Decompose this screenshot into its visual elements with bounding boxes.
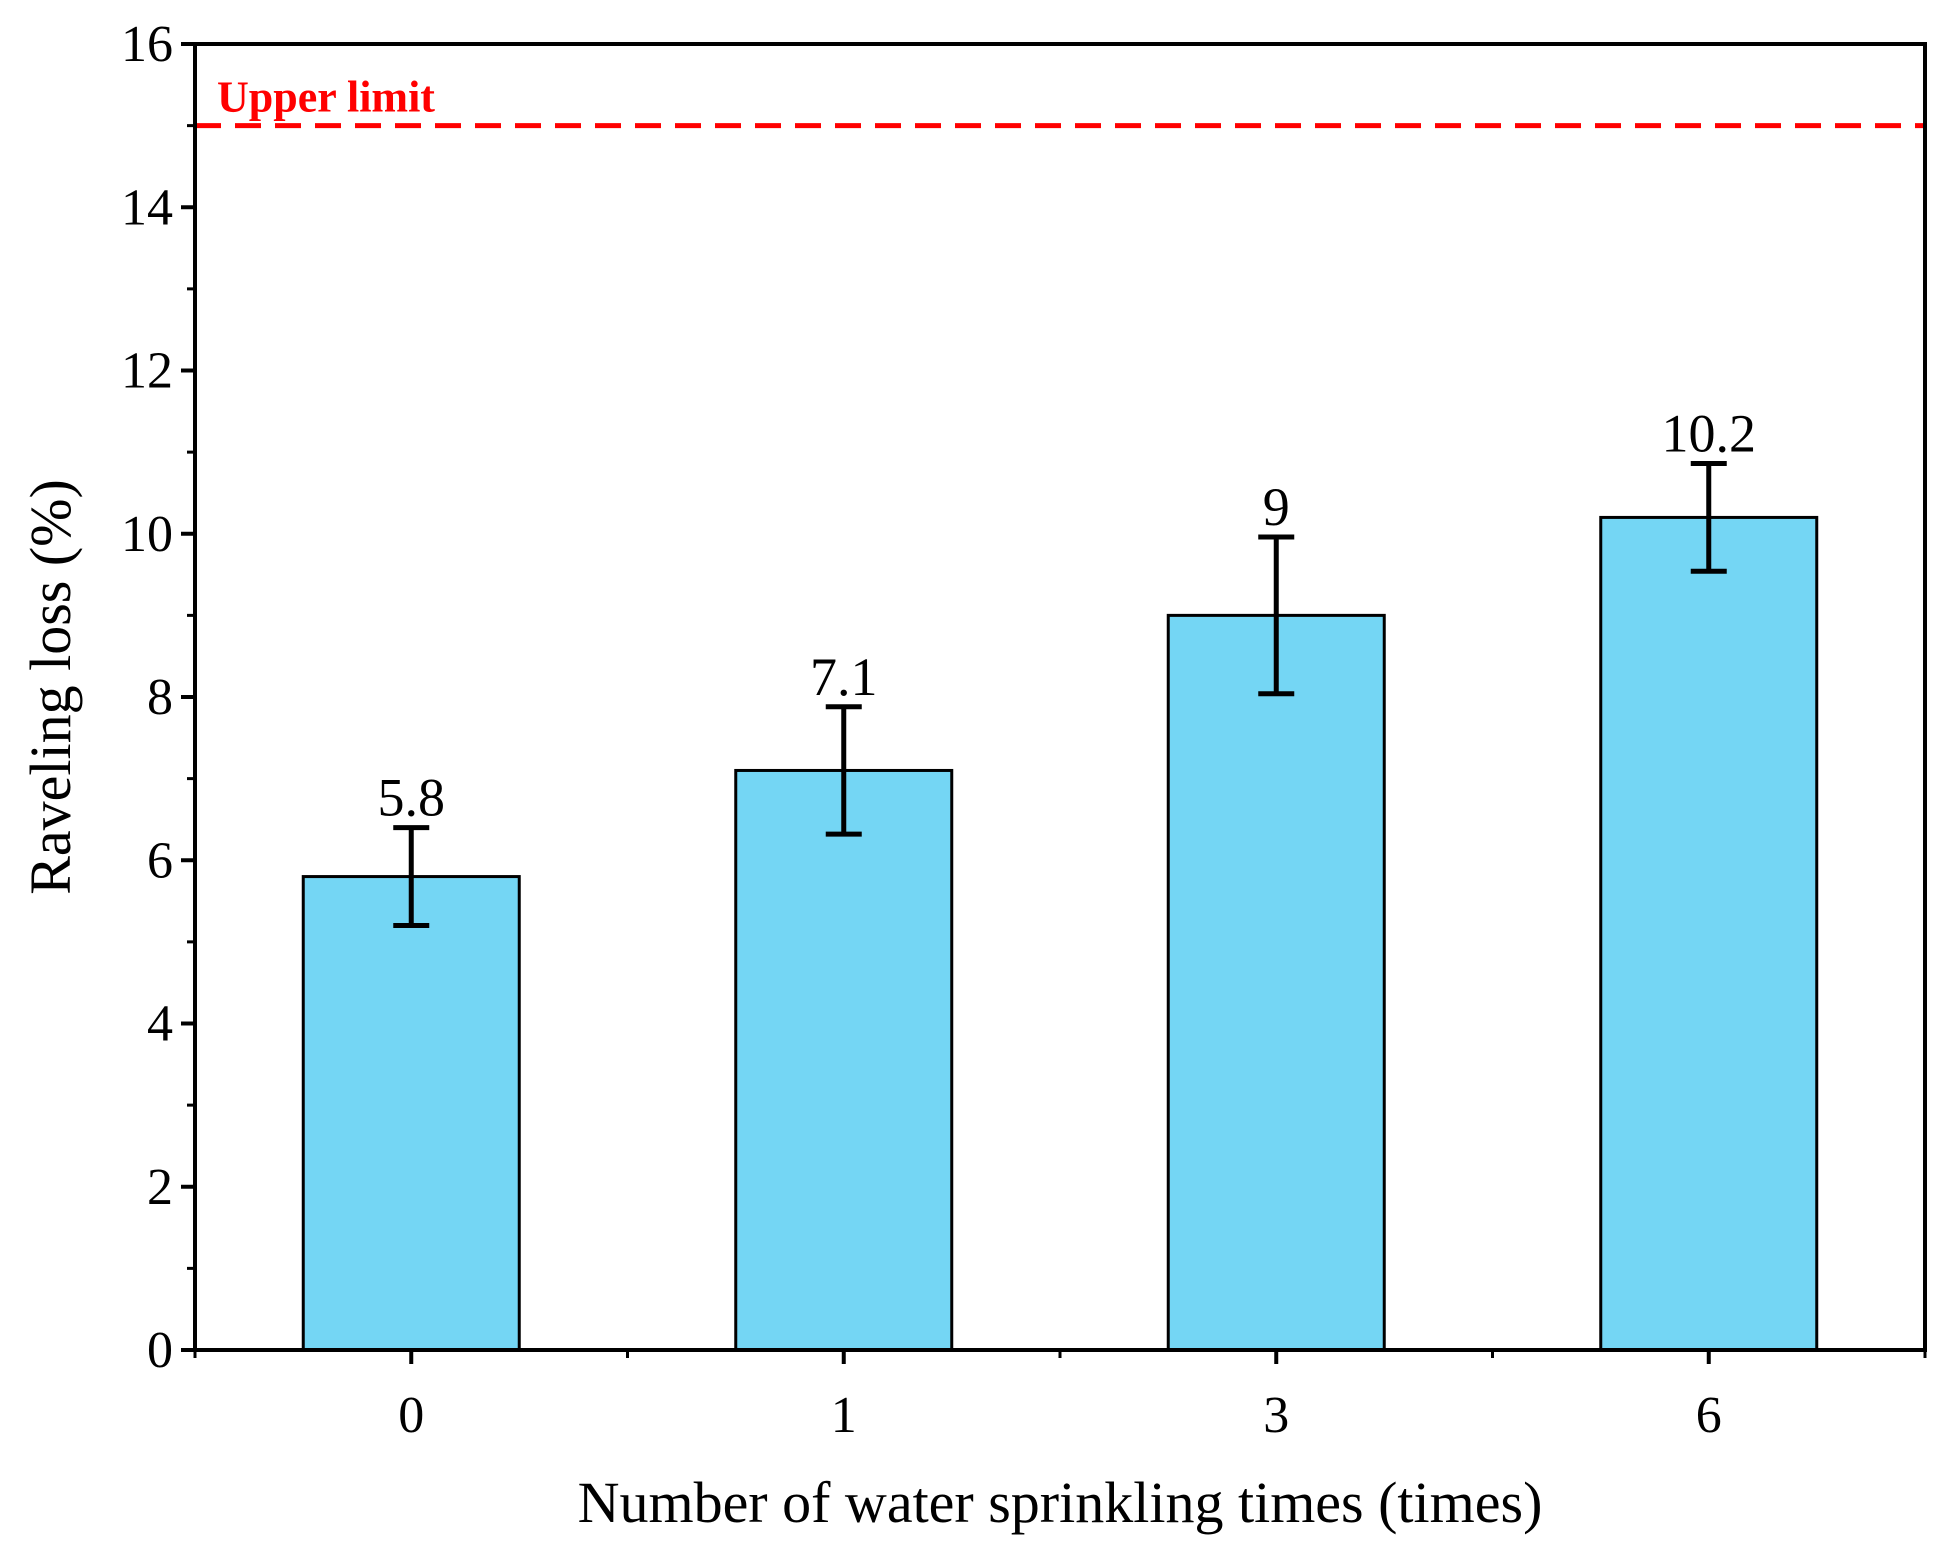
- y-tick-label: 16: [121, 16, 173, 73]
- x-axis-title: Number of water sprinkling times (times): [578, 1470, 1543, 1535]
- x-tick-label: 0: [398, 1387, 424, 1444]
- x-tick-label: 1: [831, 1387, 857, 1444]
- y-tick-label: 12: [121, 343, 173, 400]
- bar: [734, 768, 954, 1352]
- bar: [1599, 515, 1819, 1352]
- bar: [301, 875, 521, 1352]
- y-tick-label: 2: [147, 1159, 173, 1216]
- y-tick-label: 8: [147, 669, 173, 726]
- y-tick-label: 10: [121, 506, 173, 563]
- value-label: 9: [1263, 477, 1290, 537]
- value-label: 10.2: [1662, 404, 1757, 464]
- value-label: 7.1: [810, 647, 878, 707]
- y-tick-label: 0: [147, 1322, 173, 1379]
- x-tick-label: 6: [1696, 1387, 1722, 1444]
- y-tick-label: 14: [121, 179, 173, 236]
- y-tick-label: 4: [147, 996, 173, 1053]
- x-tick-label: 3: [1263, 1387, 1289, 1444]
- upper-limit-label: Upper limit: [217, 73, 435, 122]
- value-label: 5.8: [378, 768, 446, 828]
- y-tick-label: 6: [147, 832, 173, 889]
- bar: [1166, 613, 1386, 1352]
- y-axis-title: Raveling loss (%): [18, 479, 83, 895]
